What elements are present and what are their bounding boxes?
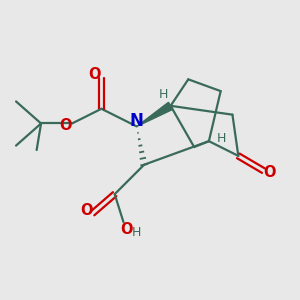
Text: O: O <box>88 67 100 82</box>
Text: O: O <box>59 118 72 134</box>
Text: N: N <box>130 112 144 130</box>
Text: H: H <box>159 88 168 101</box>
Text: O: O <box>264 165 276 180</box>
Text: O: O <box>120 222 133 237</box>
Text: O: O <box>80 203 92 218</box>
Text: H: H <box>132 226 141 239</box>
Text: H: H <box>217 132 226 145</box>
Polygon shape <box>137 102 173 126</box>
